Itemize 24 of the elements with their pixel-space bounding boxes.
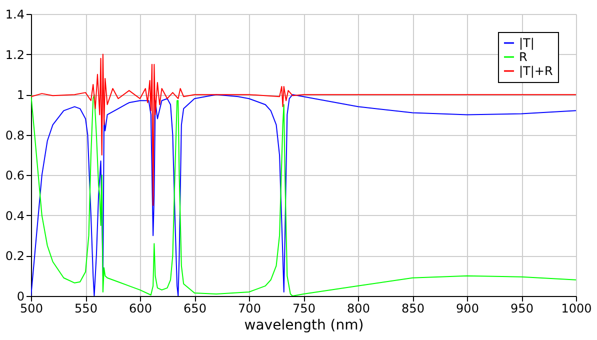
x-tick-label: 750: [292, 302, 316, 316]
x-tick-label: 600: [129, 302, 152, 316]
x-tick-label: 500: [20, 302, 43, 316]
y-tick-label: 0: [16, 290, 24, 304]
legend-label: |T|+R: [519, 64, 553, 78]
x-tick-label: 700: [238, 302, 261, 316]
x-tick-label: 800: [347, 302, 370, 316]
x-tick-label: 900: [456, 302, 479, 316]
legend-label: R: [519, 50, 528, 64]
y-tick-label: 1.2: [5, 48, 24, 62]
x-tick-label: 950: [510, 302, 534, 316]
x-tick-label: 850: [402, 302, 424, 316]
y-tick-label: 0.8: [5, 128, 24, 142]
y-tick-label: 1.4: [5, 8, 24, 22]
y-tick-label: 0.6: [5, 168, 24, 183]
x-axis-title: wavelength (nm): [244, 318, 364, 334]
y-tick-label: 0.4: [5, 208, 24, 223]
x-tick-label: 650: [184, 302, 206, 316]
y-tick-label: 1: [16, 88, 24, 102]
line-series: [31, 54, 576, 206]
x-tick-label: 550: [74, 302, 98, 316]
legend-label: |T|: [519, 36, 534, 50]
x-tick-label: 1000: [561, 302, 592, 316]
y-tick-label: 0.2: [5, 249, 24, 264]
